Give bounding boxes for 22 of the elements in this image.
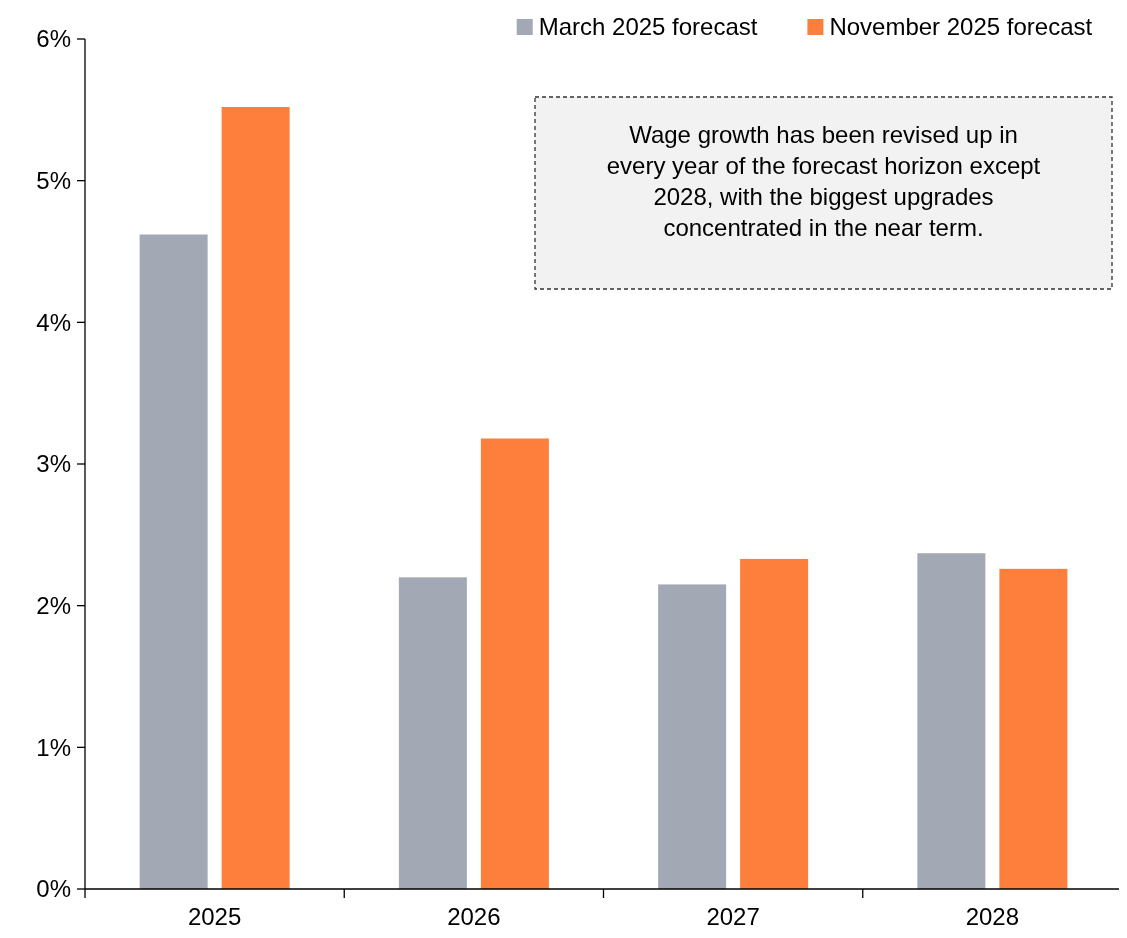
y-tick-label: 4% xyxy=(36,308,71,336)
bar xyxy=(480,438,549,889)
y-tick-label: 0% xyxy=(36,875,71,903)
bar xyxy=(658,584,727,889)
bar xyxy=(917,553,986,889)
x-tick-label: 2027 xyxy=(706,903,760,930)
y-tick-label: 5% xyxy=(36,167,71,195)
x-tick-label: 2026 xyxy=(447,903,501,930)
bar xyxy=(398,577,467,889)
y-tick-label: 1% xyxy=(36,733,71,761)
x-tick-label: 2028 xyxy=(965,903,1020,930)
legend-label: November 2025 forecast xyxy=(829,13,1093,41)
annotation: Wage growth has been revised up in every year of the forecast horizon except 2028, with the biggest upgrades concentrated in the near term. xyxy=(606,121,1041,241)
bar xyxy=(221,107,290,889)
bar xyxy=(740,558,809,889)
bar xyxy=(999,568,1068,889)
x-tick-label: 2025 xyxy=(187,903,242,930)
y-tick-label: 3% xyxy=(36,450,71,478)
bar xyxy=(139,234,208,889)
y-tick-label: 2% xyxy=(36,592,71,620)
y-tick-label: 6% xyxy=(36,25,71,53)
legend-label: March 2025 forecast xyxy=(538,13,758,41)
